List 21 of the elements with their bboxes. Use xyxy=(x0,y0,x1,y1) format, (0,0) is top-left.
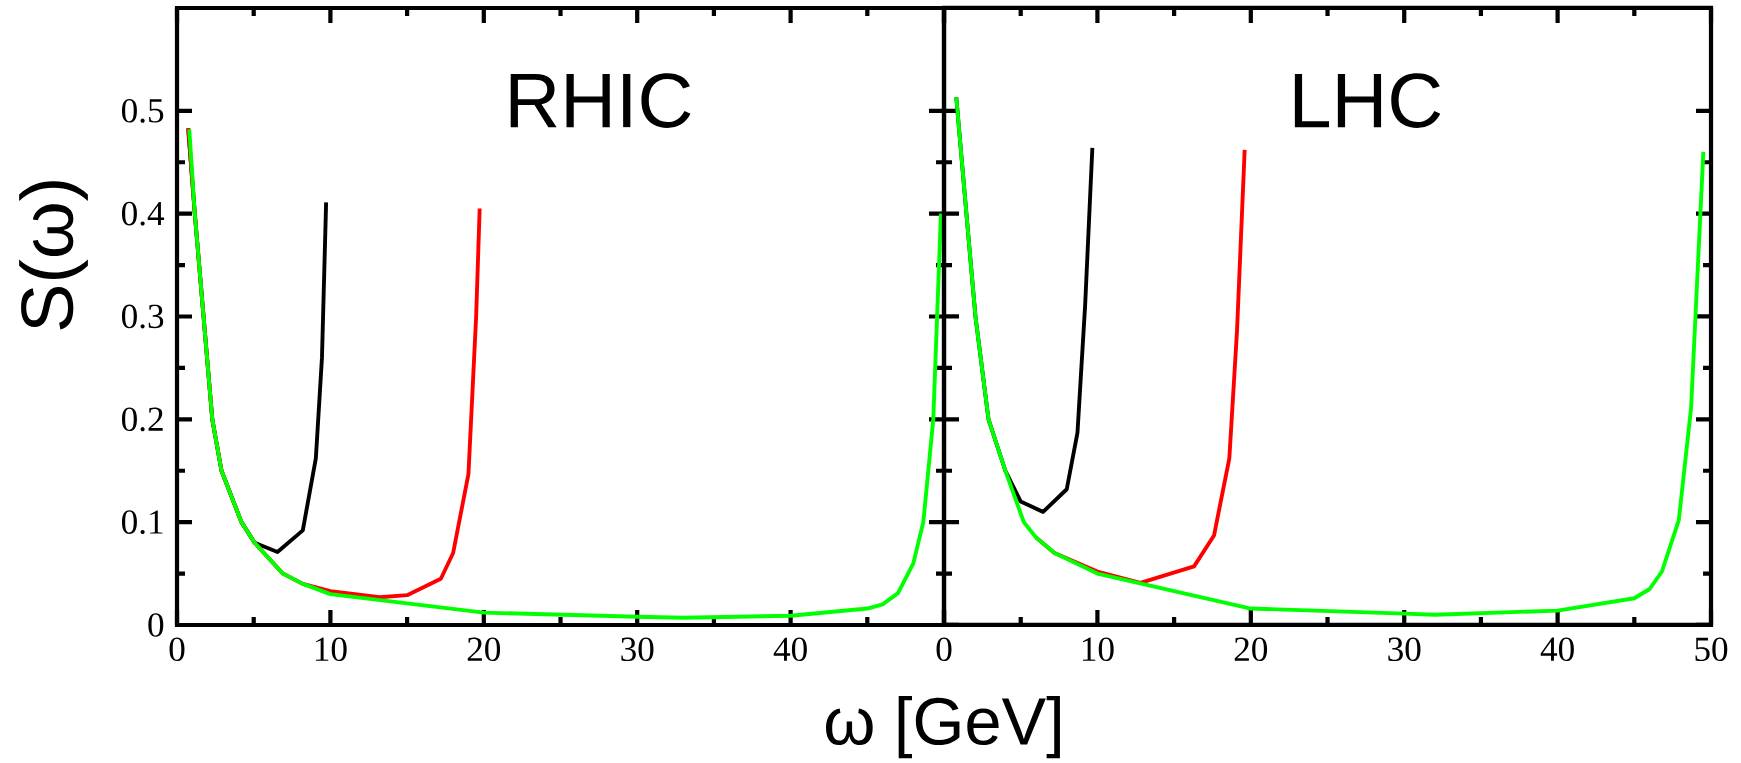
x-tick-label: 10 xyxy=(315,637,347,662)
x-tick-label: 40 xyxy=(1540,637,1574,662)
y-tick-label: 0.3 xyxy=(121,304,164,329)
x-tick-label: 30 xyxy=(1388,637,1421,662)
y-tick-label: 0.5 xyxy=(121,98,164,123)
x-tick-label: 0 xyxy=(936,637,952,662)
x-tick-label: 40 xyxy=(773,637,807,662)
text: LHC xyxy=(1294,73,1441,128)
x-tick-label: 0 xyxy=(169,637,185,662)
y-tick-label: 0 xyxy=(148,613,164,637)
y-tick-label: 0.2 xyxy=(121,407,163,432)
y-axis-title: S(ω) xyxy=(19,181,88,330)
y-tick-label: 0.4 xyxy=(121,201,165,226)
y-tick-label: 0.1 xyxy=(121,510,163,535)
x-tick-label: 20 xyxy=(1234,637,1268,662)
x-tick-label: 20 xyxy=(467,637,501,662)
x-tick-label: 10 xyxy=(1082,637,1114,662)
x-axis-title: ω [GeV] xyxy=(826,696,1060,759)
x-tick-label: 30 xyxy=(621,637,654,662)
text: RHIC xyxy=(510,73,691,128)
x-tick-label: 50 xyxy=(1695,637,1728,662)
